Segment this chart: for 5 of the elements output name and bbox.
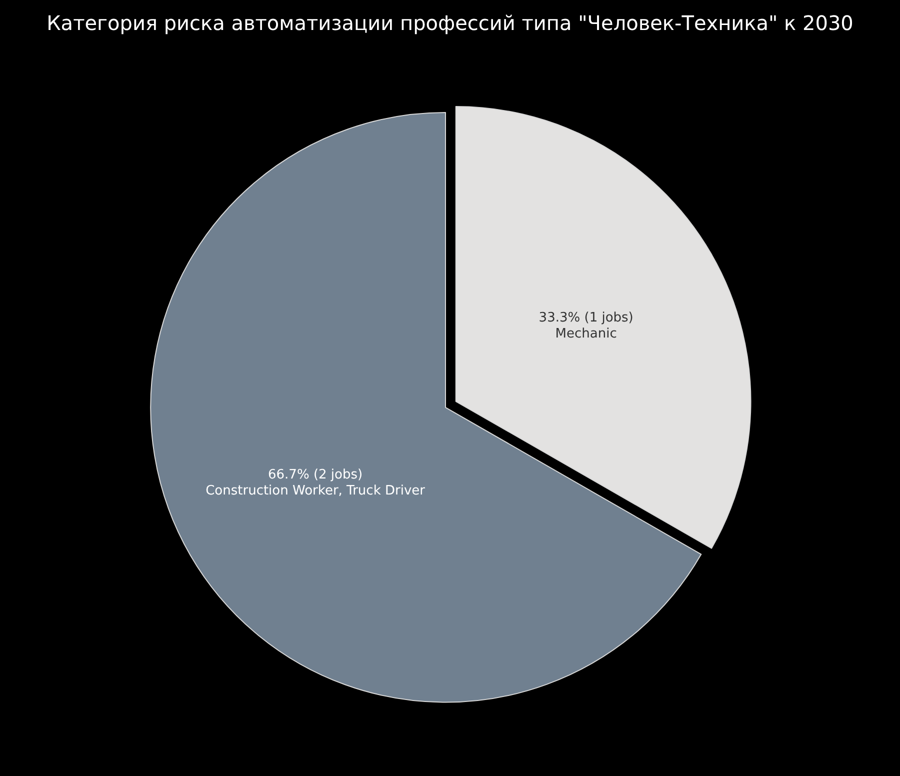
slice-label: Mechanic (555, 326, 617, 342)
chart-title: Категория риска автоматизации профессий типа "Человек-Техника" к 2030 (46, 11, 854, 35)
data-label: 33.3% (1 jobs) (538, 310, 634, 326)
data-label: 66.7% (2 jobs) (268, 467, 363, 482)
slice-label: Construction Worker, Truck Driver (206, 483, 426, 498)
